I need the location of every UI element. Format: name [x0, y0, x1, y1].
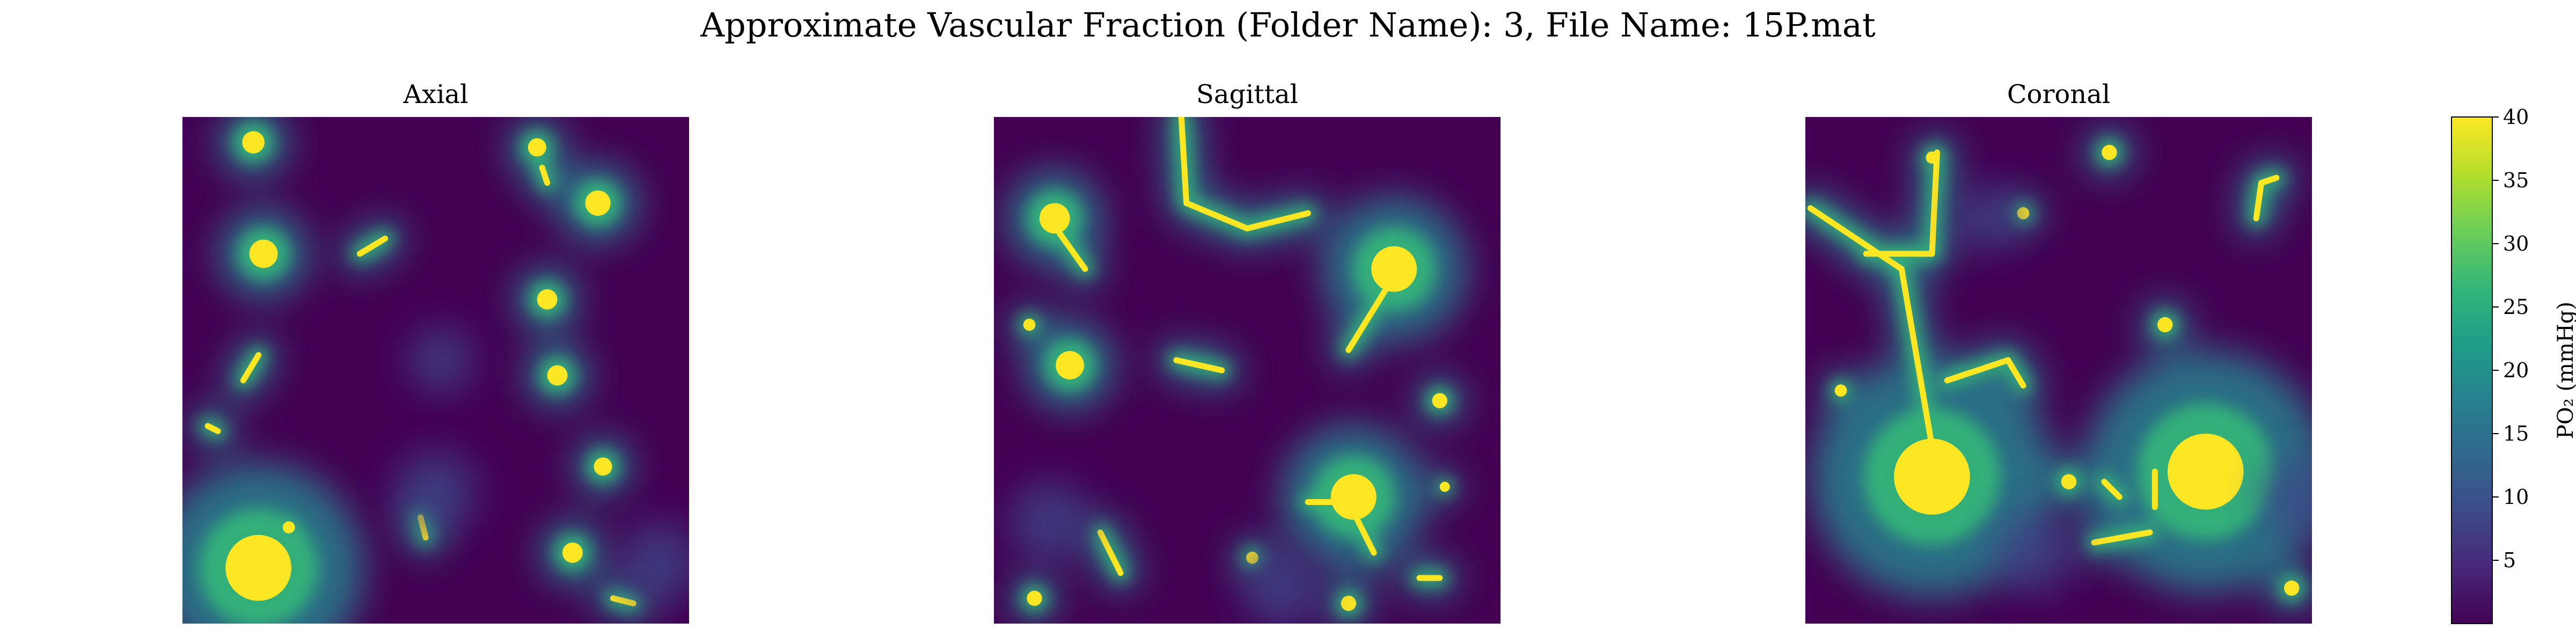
heatmap-vessel-segment: [2253, 180, 2265, 222]
heatmap-vessel-blob: [1371, 246, 1417, 292]
heatmap-vessel-blob: [1023, 318, 1036, 331]
heatmap-faint-region: [1993, 512, 2074, 594]
heatmap-vessel-blob: [242, 131, 265, 153]
panels-group: Axial Sagittal Coronal: [182, 79, 2312, 624]
heatmap-vessel-segment: [1173, 357, 1225, 374]
heatmap-vessel-segment: [2101, 479, 2123, 500]
heatmap-vessel-blob: [537, 289, 558, 310]
heatmap-vessel-segment: [1057, 230, 1088, 272]
heatmap-vessel-segment: [1178, 117, 1190, 206]
heatmap-vessel-segment: [204, 423, 221, 434]
heatmap-vessel-blob: [1834, 384, 1847, 397]
heatmap-vessel-blob: [562, 542, 583, 563]
heatmap-vessel-blob: [1439, 481, 1450, 492]
heatmap-vessel-blob: [2102, 144, 2117, 160]
panel-title: Sagittal: [1196, 79, 1298, 109]
heatmap-vessel-segment: [610, 595, 636, 606]
heatmap-vessel-blob: [282, 521, 295, 533]
panel-title: Coronal: [2007, 79, 2110, 109]
heatmap-vessel-segment: [1183, 200, 1250, 232]
heatmap-vessel-segment: [1898, 266, 1935, 450]
colorbar-tick-label: 35: [2503, 169, 2529, 192]
heatmap-vessel-segment: [1929, 149, 1940, 257]
colorbar: 5 10 15 20 25 30 35 40 PO₂ (mmHg): [2451, 105, 2576, 624]
heatmap-faint-region: [1009, 481, 1091, 563]
panel-sagittal: Sagittal: [994, 79, 1501, 624]
heatmap-faint-region: [1242, 547, 1323, 624]
heatmap-vessel-blob: [1056, 351, 1085, 379]
heatmap-vessel-blob: [249, 239, 278, 268]
heatmap-vessel-blob: [2157, 317, 2173, 333]
colorbar-tick-label: 20: [2503, 358, 2529, 382]
panel-title: Axial: [402, 79, 468, 109]
colorbar-label: PO₂ (mmHg): [2553, 302, 2576, 439]
heatmap-vessel-blob: [2284, 580, 2300, 596]
heatmap-vessel-blob: [2061, 474, 2077, 489]
colorbar-tick-label: 25: [2503, 295, 2529, 319]
heatmap-vessel-blob: [1027, 590, 1042, 606]
heatmap-faint-region: [618, 522, 689, 604]
heatmap-vessel-segment: [1944, 357, 2011, 384]
heatmap-vessel-blob: [1330, 474, 1377, 520]
heatmap-vessel-segment: [2091, 529, 2153, 546]
panel-axial: Axial: [182, 79, 689, 624]
heatmap-vessel-blob: [2167, 434, 2244, 510]
heatmap-vessel-segment: [1345, 281, 1392, 353]
figure-title: Approximate Vascular Fraction (Folder Na…: [700, 5, 1876, 45]
heatmap-vessel-blob: [585, 190, 611, 216]
heatmap-faint-region: [2261, 456, 2312, 538]
heatmap-vessel-blob: [528, 138, 546, 157]
colorbar-tick-label: 15: [2503, 422, 2529, 445]
heatmap-faint-region: [408, 327, 473, 393]
heatmap-vessel-segment: [2005, 357, 2026, 389]
heatmap-faint-region: [1955, 186, 2021, 251]
heatmap-faint-region: [395, 451, 477, 533]
heatmap-vessel-segment: [1244, 210, 1311, 232]
heatmap-vessel-segment: [1097, 529, 1124, 576]
heatmap-vessel-segment: [356, 236, 389, 257]
heatmap-vessel-blob: [547, 365, 568, 386]
heatmap-vessel-segment: [1807, 205, 1905, 272]
heatmap-vessel-segment: [1350, 509, 1377, 556]
panel-coronal: Coronal: [1805, 79, 2312, 624]
heatmap-vessel-blob: [225, 535, 291, 601]
heatmap-vessel-segment: [539, 164, 551, 186]
heatmap-vessel-blob: [594, 457, 612, 476]
colorbar-tick-label: 30: [2503, 232, 2529, 255]
heatmap-vessel-blob: [2017, 207, 2030, 219]
heatmap-vessel-blob: [1926, 151, 1938, 164]
heatmap-vessel-blob: [1432, 393, 1447, 408]
colorbar-tick-label: 40: [2503, 105, 2529, 129]
colorbar-tick-label: 10: [2503, 485, 2529, 509]
heatmap-vessel-blob: [1894, 438, 1970, 515]
heatmap-vessel-blob: [1039, 203, 1070, 234]
colorbar-tick-label: 5: [2503, 548, 2516, 572]
heatmap-vessel-segment: [240, 352, 262, 384]
heatmap-vessel-blob: [1341, 596, 1356, 611]
colorbar-gradient: [2451, 116, 2493, 624]
